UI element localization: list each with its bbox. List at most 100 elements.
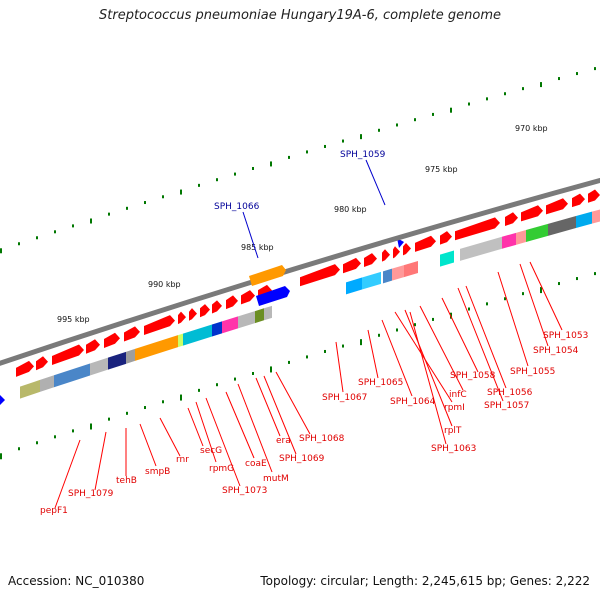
gene-label-rpmg[interactable]: rpmG	[209, 464, 234, 474]
gene-block-24[interactable]	[548, 216, 576, 236]
tick-mark	[72, 224, 74, 228]
gene-label-pepf1[interactable]: pepF1	[40, 506, 68, 516]
gene-block-2[interactable]	[54, 363, 90, 388]
label-leader-line	[237, 383, 273, 473]
gene-block-23[interactable]	[526, 223, 548, 243]
gene-block-1[interactable]	[40, 375, 54, 392]
gene-block-4[interactable]	[108, 351, 126, 370]
gene-sph-1066-orange[interactable]	[249, 265, 286, 286]
gene-block-13[interactable]	[264, 305, 272, 321]
tick-mark	[342, 344, 344, 348]
gene-label-rplt[interactable]: rplT	[444, 426, 462, 436]
gene-forward-23[interactable]	[505, 212, 518, 226]
gene-block-3[interactable]	[90, 357, 108, 376]
gene-forward-12[interactable]	[241, 290, 255, 305]
gene-label-sph-1054[interactable]: SPH_1054	[533, 346, 579, 356]
tick-mark	[252, 371, 254, 375]
gene-label-sph-1053[interactable]: SPH_1053	[543, 331, 588, 341]
gene-block-8[interactable]	[183, 324, 212, 346]
gene-label-sph-1079[interactable]: SPH_1079	[68, 489, 114, 499]
gene-block-9[interactable]	[212, 321, 222, 337]
gene-label-sph-1073[interactable]: SPH_1073	[222, 486, 267, 496]
gene-forward-19[interactable]	[403, 243, 411, 256]
gene-forward-3[interactable]	[86, 339, 100, 354]
tick-mark	[198, 183, 200, 187]
gene-block-6[interactable]	[135, 335, 178, 361]
gene-label-mutm[interactable]: mutM	[263, 474, 289, 484]
gene-label-smpb[interactable]: smpB	[145, 467, 170, 477]
gene-forward-25[interactable]	[546, 198, 568, 215]
gene-block-25[interactable]	[576, 211, 592, 229]
gene-forward-1[interactable]	[36, 356, 48, 371]
tick-mark	[234, 172, 236, 176]
gene-label-rpmi[interactable]: rpmI	[444, 403, 465, 413]
tick-mark	[180, 189, 182, 195]
gene-forward-18[interactable]	[393, 246, 400, 259]
gene-forward-24[interactable]	[521, 205, 543, 222]
gene-block-11[interactable]	[238, 311, 255, 329]
gene-label-sph-1069[interactable]: SPH_1069	[279, 454, 325, 464]
gene-block-0[interactable]	[20, 379, 40, 399]
gene-forward-27[interactable]	[588, 189, 600, 203]
gene-label-sph-1064[interactable]: SPH_1064	[390, 397, 436, 407]
gene-forward-0[interactable]	[16, 360, 34, 377]
gene-forward-8[interactable]	[189, 308, 197, 321]
gene-block-20[interactable]	[460, 236, 502, 261]
gene-label-sph-1059[interactable]: SPH_1059	[340, 150, 386, 160]
gene-forward-7[interactable]	[178, 311, 186, 325]
gene-left-blue-arrow[interactable]	[0, 395, 5, 405]
gene-label-sph-1055[interactable]: SPH_1055	[510, 367, 555, 377]
gene-label-sph-1058[interactable]: SPH_1058	[450, 371, 496, 381]
gene-block-15[interactable]	[362, 271, 381, 290]
gene-forward-22[interactable]	[455, 217, 500, 241]
gene-block-21[interactable]	[502, 232, 516, 249]
gene-label-sph-1063[interactable]: SPH_1063	[431, 444, 476, 454]
gene-label-sph-1065[interactable]: SPH_1065	[358, 378, 403, 388]
gene-block-22[interactable]	[516, 230, 526, 245]
tick-mark	[576, 277, 578, 281]
gene-forward-17[interactable]	[382, 249, 390, 262]
gene-sph-1059-arrow[interactable]	[397, 238, 404, 248]
gene-forward-10[interactable]	[212, 300, 222, 314]
gene-block-18[interactable]	[404, 261, 418, 278]
tick-mark	[522, 87, 524, 91]
label-leader-line	[381, 319, 413, 397]
gene-block-14[interactable]	[346, 277, 362, 295]
gene-label-coae[interactable]: coaE	[245, 459, 267, 469]
tick-mark	[252, 166, 254, 170]
gene-block-16[interactable]	[383, 268, 392, 284]
gene-forward-20[interactable]	[415, 235, 436, 252]
gene-block-5[interactable]	[126, 348, 135, 364]
gene-block-26[interactable]	[592, 209, 600, 224]
gene-label-infc[interactable]: infC	[449, 390, 467, 400]
gene-forward-6[interactable]	[144, 315, 175, 336]
gene-sph-1066-blue[interactable]	[256, 286, 290, 306]
gene-forward-14[interactable]	[300, 264, 340, 287]
gene-block-7[interactable]	[178, 333, 183, 348]
tick-mark	[198, 388, 200, 392]
gene-forward-9[interactable]	[200, 304, 210, 318]
gene-forward-5[interactable]	[124, 326, 140, 342]
gene-block-17[interactable]	[392, 265, 404, 281]
gene-label-sph-1068[interactable]: SPH_1068	[299, 434, 345, 444]
gene-label-sph-1067[interactable]: SPH_1067	[322, 393, 367, 403]
gene-forward-16[interactable]	[364, 253, 377, 267]
gene-forward-11[interactable]	[226, 295, 238, 310]
gene-forward-2[interactable]	[52, 344, 84, 365]
gene-label-sph-1056[interactable]: SPH_1056	[487, 388, 533, 398]
gene-label-era[interactable]: era	[276, 436, 291, 446]
gene-block-12[interactable]	[255, 308, 264, 324]
gene-forward-15[interactable]	[343, 257, 361, 274]
gene-forward-26[interactable]	[572, 193, 585, 208]
gene-forward-21[interactable]	[440, 231, 452, 245]
gene-label-secg[interactable]: secG	[200, 446, 222, 456]
gene-label-sph-1057[interactable]: SPH_1057	[484, 401, 529, 411]
gene-label-rnr[interactable]: rnr	[176, 455, 189, 465]
gene-block-10[interactable]	[222, 316, 238, 334]
tick-mark	[162, 400, 164, 404]
gene-block-19[interactable]	[440, 250, 454, 267]
gene-label-sph-1066[interactable]: SPH_1066	[214, 202, 260, 212]
gene-forward-4[interactable]	[104, 332, 120, 348]
gene-label-tehb[interactable]: tehB	[116, 476, 137, 486]
